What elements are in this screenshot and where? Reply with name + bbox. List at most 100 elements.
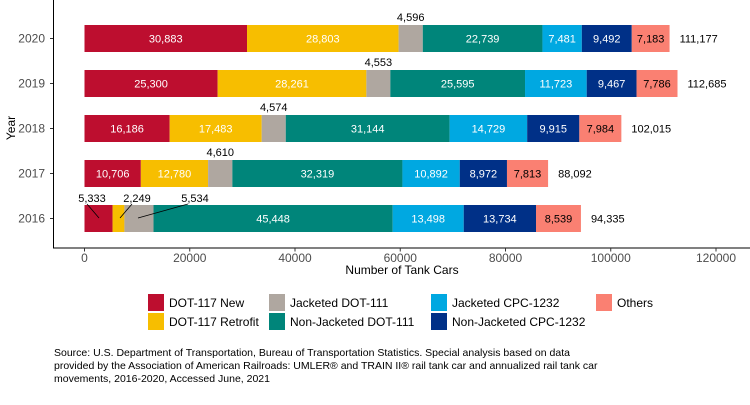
- data-label: 4,574: [260, 102, 288, 114]
- bar-segment: [463, 205, 537, 232]
- y-tick-label: 2017: [18, 167, 45, 181]
- y-tick-label: 2018: [18, 122, 45, 136]
- bar-segment: [84, 70, 218, 97]
- bar-segment: [84, 205, 113, 232]
- x-tick-label: 40000: [278, 251, 312, 265]
- bar-segment: [140, 160, 209, 187]
- legend-swatch: [148, 294, 164, 311]
- x-tick-label: 80000: [489, 251, 523, 265]
- legend-label: DOT-117 New: [169, 296, 244, 310]
- data-label: 10,892: [414, 169, 448, 181]
- data-label: 4,610: [206, 147, 234, 159]
- leader-line: [119, 203, 133, 219]
- legend-swatch: [431, 294, 447, 311]
- data-label: 13,734: [483, 214, 517, 226]
- bar-segment: [392, 205, 464, 232]
- y-tick-label: 2019: [18, 77, 45, 91]
- bar-segment: [261, 115, 286, 142]
- total-label: 112,685: [688, 79, 727, 91]
- bars: [84, 25, 678, 232]
- legend-label: Non-Jacketed CPC-1232: [452, 315, 586, 329]
- data-label: 2,249: [123, 193, 151, 205]
- data-label: 5,333: [78, 193, 106, 205]
- data-label: 17,483: [199, 124, 233, 136]
- bar-segment: [449, 115, 528, 142]
- data-label: 14,729: [472, 124, 506, 136]
- data-label: 9,492: [593, 34, 621, 46]
- leader-line: [86, 203, 100, 219]
- data-label: 4,553: [365, 57, 393, 69]
- legend-swatch: [269, 313, 285, 330]
- legend-label: Non-Jacketed DOT-111: [290, 315, 415, 329]
- legend-label: Jacketed CPC-1232: [452, 296, 560, 310]
- bar-segment: [636, 70, 678, 97]
- bar-segment: [217, 70, 367, 97]
- bar-segment: [525, 70, 587, 97]
- legend-swatch: [269, 294, 285, 311]
- data-label: 5,534: [181, 193, 209, 205]
- data-label: 8,972: [470, 169, 498, 181]
- data-label: 28,261: [275, 79, 309, 91]
- data-label: 13,498: [411, 214, 445, 226]
- y-axis-title: Year: [4, 116, 18, 140]
- legend: DOT-117 New DOT-117 Retrofit Jacketed DOT-…: [148, 294, 653, 330]
- data-label: 16,186: [110, 124, 144, 136]
- x-tick-label: 100000: [591, 251, 631, 265]
- bar-segment: [581, 25, 632, 52]
- legend-label: Jacketed DOT-111: [290, 296, 389, 310]
- bar-segment: [631, 25, 670, 52]
- bar-segment: [579, 115, 622, 142]
- bar-segment: [366, 70, 391, 97]
- x-tick-label: 20000: [173, 251, 207, 265]
- legend-swatch: [431, 313, 447, 330]
- bar-segment: [84, 25, 248, 52]
- bar-segment: [169, 115, 262, 142]
- x-tick-label: 60000: [384, 251, 418, 265]
- bar-segment: [232, 160, 403, 187]
- data-label: 7,984: [587, 124, 615, 136]
- bar-segment: [527, 115, 580, 142]
- bar-segment: [422, 25, 543, 52]
- y-tick-label: 2016: [18, 212, 45, 226]
- legend-swatch: [596, 294, 612, 311]
- data-label: 28,803: [306, 34, 340, 46]
- data-label: 31,144: [351, 124, 385, 136]
- data-labels: 30,883 28,803 4,596 22,739 7,481 9,492 7,183 11…: [78, 12, 726, 226]
- legend-label: Others: [617, 296, 653, 310]
- data-label: 30,883: [149, 34, 183, 46]
- data-label: 7,183: [637, 34, 665, 46]
- data-label: 10,706: [96, 169, 130, 181]
- data-label: 7,813: [514, 169, 542, 181]
- data-label: 7,481: [548, 34, 576, 46]
- x-tick-label: 0: [81, 251, 88, 265]
- data-label: 7,786: [643, 79, 671, 91]
- source-line-3: movements, 2016-2020, Accessed June, 202…: [54, 373, 270, 385]
- legend-swatch: [148, 313, 164, 330]
- bar-segment: [112, 205, 125, 232]
- bar-segment: [536, 205, 581, 232]
- bar-segment: [459, 160, 507, 187]
- source-line-2: provided by the Association of American …: [54, 360, 598, 372]
- total-label: 102,015: [631, 124, 671, 136]
- bar-segment: [402, 160, 460, 187]
- total-label: 111,177: [680, 34, 718, 46]
- x-tick-label: 120000: [696, 251, 736, 265]
- total-label: 88,092: [558, 169, 592, 181]
- bar-segment: [247, 25, 399, 52]
- bar-segment: [542, 25, 582, 52]
- data-label: 9,467: [598, 79, 626, 91]
- data-label: 25,300: [134, 79, 168, 91]
- data-label: 22,739: [466, 34, 500, 46]
- bar-segment: [506, 160, 549, 187]
- data-label: 4,596: [397, 12, 425, 24]
- source-note: Source: U.S. Department of Transportatio…: [54, 347, 598, 385]
- bar-segment: [285, 115, 450, 142]
- bar-segment: [84, 115, 170, 142]
- data-label: 32,319: [301, 169, 335, 181]
- data-label: 9,915: [539, 124, 567, 136]
- bar-segment: [390, 70, 526, 97]
- data-label: 12,780: [158, 169, 192, 181]
- total-label: 94,335: [591, 214, 625, 226]
- legend-label: DOT-117 Retrofit: [169, 315, 259, 329]
